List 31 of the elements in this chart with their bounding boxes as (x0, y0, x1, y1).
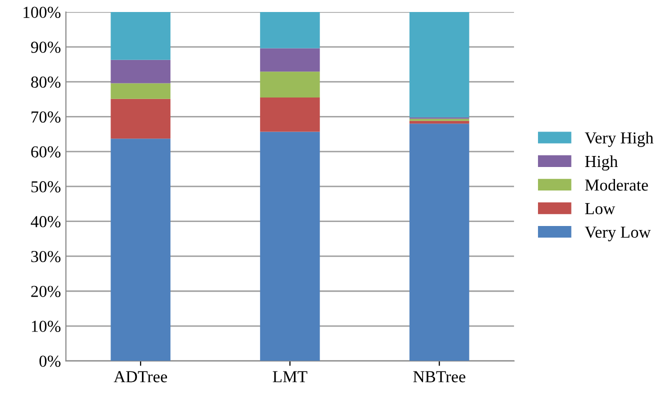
y-tick-label: 100% (24, 6, 60, 18)
legend-label: Very High (584, 132, 654, 147)
legend-label: Very Low (584, 226, 651, 242)
x-tick-label: ADTree (114, 371, 168, 382)
bar (110, 83, 170, 99)
y-tick-label: 0% (39, 356, 60, 367)
y-tick-label: 50% (31, 181, 60, 192)
legend-label: Moderate (585, 178, 648, 191)
y-tick-label: 70% (32, 111, 60, 123)
y-tick-label: 60% (31, 146, 60, 158)
bar (409, 124, 470, 361)
y-tick-label: 30% (31, 250, 60, 262)
bar (260, 48, 320, 72)
bar (260, 132, 320, 361)
bar (110, 98, 170, 139)
bar (409, 12, 470, 118)
bar (110, 138, 170, 361)
y-tick-label: 10% (32, 320, 60, 332)
bar (110, 60, 170, 84)
y-tick-label: 90% (31, 42, 60, 53)
legend-label: High (585, 155, 618, 171)
x-tick-label: LMT (272, 371, 308, 382)
bar (110, 12, 170, 60)
y-tick-label: 80% (31, 76, 60, 88)
bar (260, 72, 320, 98)
legend-label: Low (585, 203, 616, 214)
bar (260, 12, 320, 48)
bar (260, 98, 320, 132)
x-tick-label: NBTree (413, 371, 466, 382)
y-tick-label: 40% (30, 216, 60, 228)
y-tick-label: 20% (31, 286, 60, 298)
